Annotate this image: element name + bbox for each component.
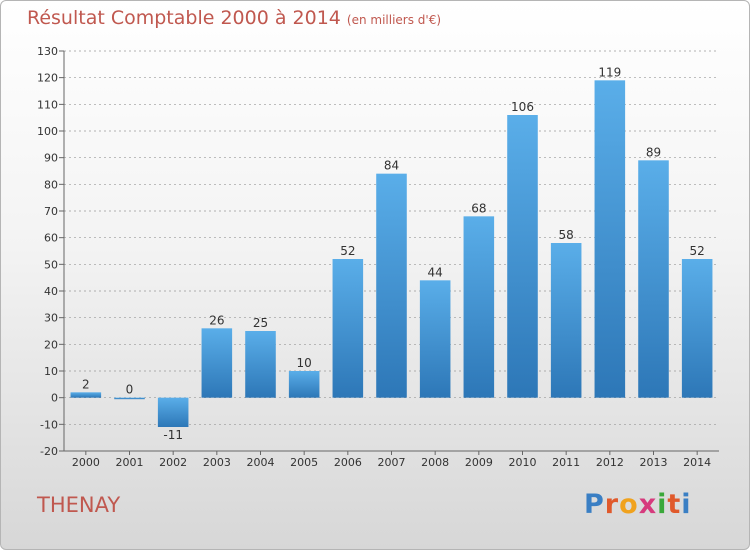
x-tick-label: 2002 <box>159 456 187 469</box>
y-tick-label: 20 <box>44 338 58 351</box>
y-tick-label: 110 <box>37 98 58 111</box>
logo-letter: r <box>604 489 620 520</box>
x-tick-label: 2001 <box>116 456 144 469</box>
bar-value-label: 44 <box>428 265 443 279</box>
x-tick-label: 2008 <box>421 456 449 469</box>
y-tick-label: 100 <box>37 125 58 138</box>
bar <box>114 397 145 400</box>
bar-value-label: 58 <box>559 228 574 242</box>
bar <box>638 160 669 398</box>
logo-letter: i <box>657 489 668 520</box>
bar <box>157 397 189 427</box>
x-tick-label: 2007 <box>378 456 406 469</box>
bar-value-label: 68 <box>471 201 486 215</box>
logo-letter: i <box>681 489 692 520</box>
bar <box>70 392 102 398</box>
title-text: Résultat Comptable 2000 à 2014 <box>27 7 341 29</box>
bar <box>332 259 364 398</box>
logo-letter: P <box>584 489 605 520</box>
y-tick-label: 40 <box>44 285 58 298</box>
bar-value-label: 2 <box>82 377 90 391</box>
y-tick-label: 30 <box>44 312 58 325</box>
x-tick-label: 2013 <box>640 456 668 469</box>
y-tick-label: 80 <box>44 178 58 191</box>
bar <box>507 115 538 398</box>
logo-letter: x <box>638 489 658 520</box>
bar-value-label: 26 <box>209 313 224 327</box>
bar <box>419 280 451 398</box>
bar-value-label: 0 <box>126 383 134 397</box>
proxiti-logo: Proxiti <box>584 489 692 520</box>
x-tick-label: 2005 <box>290 456 318 469</box>
bar <box>463 216 495 398</box>
bar-value-label: 52 <box>340 244 355 258</box>
bar-value-label: 106 <box>511 100 534 114</box>
y-tick-label: 120 <box>37 72 58 85</box>
bar <box>245 331 276 398</box>
y-tick-label: 70 <box>44 205 58 218</box>
y-tick-label: -10 <box>40 418 58 431</box>
x-tick-label: 2004 <box>247 456 275 469</box>
bar-value-label: 119 <box>598 65 621 79</box>
y-tick-label: 10 <box>44 365 58 378</box>
x-tick-label: 2006 <box>334 456 362 469</box>
logo-letter: t <box>667 489 682 520</box>
bar <box>681 259 713 398</box>
y-tick-label: 50 <box>44 258 58 271</box>
commune-name: THENAY <box>37 493 121 517</box>
bar-value-label: 52 <box>690 244 705 258</box>
chart-subtitle: (en milliers d'€) <box>346 13 442 27</box>
x-tick-label: 2014 <box>683 456 711 469</box>
bars <box>70 80 713 427</box>
x-tick-label: 2000 <box>72 456 100 469</box>
x-tick-label: 2011 <box>552 456 580 469</box>
bar-value-label: 84 <box>384 159 399 173</box>
bar <box>288 371 320 398</box>
bar-value-label: 89 <box>646 145 661 159</box>
x-tick-label: 2003 <box>203 456 231 469</box>
y-tick-label: 130 <box>37 45 58 58</box>
y-tick-label: 0 <box>51 392 58 405</box>
bar-value-label: 25 <box>253 316 268 330</box>
bar-value-label: 10 <box>297 356 312 370</box>
bar <box>594 80 626 398</box>
x-tick-label: 2009 <box>465 456 493 469</box>
bar <box>201 328 233 398</box>
x-tick-label: 2010 <box>509 456 537 469</box>
x-tick-label: 2012 <box>596 456 624 469</box>
logo-letter: o <box>619 489 639 520</box>
bar <box>550 243 582 398</box>
bar-value-label: -11 <box>163 428 183 442</box>
y-tick-label: -20 <box>40 445 58 458</box>
y-tick-label: 90 <box>44 152 58 165</box>
y-tick-label: 60 <box>44 232 58 245</box>
chart-title: Résultat Comptable 2000 à 2014 (en millie… <box>27 7 441 29</box>
axes: -20-100102030405060708090100110120130200… <box>37 45 719 469</box>
data-labels: 2 0 -11 26 25 10 52 84 44 68 106 58 119 89 52 <box>82 65 705 442</box>
bar <box>376 173 407 398</box>
